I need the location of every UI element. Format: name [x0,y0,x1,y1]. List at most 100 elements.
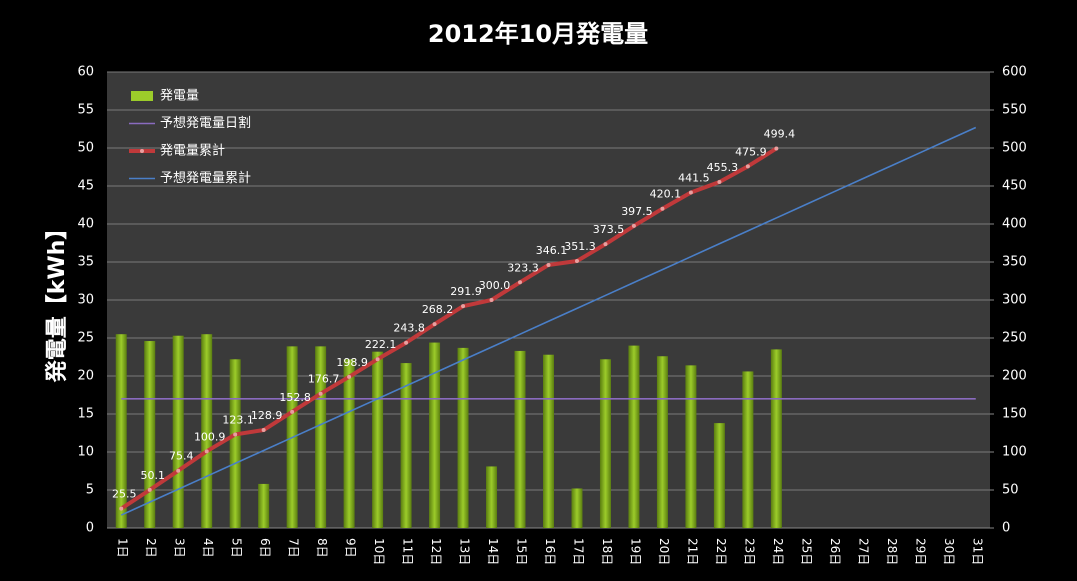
bar [258,483,270,528]
bar [115,334,127,528]
x-tick-label: 26日 [828,538,842,565]
x-tick-label: 15日 [515,538,529,565]
x-tick-label: 12日 [429,538,443,565]
x-tick-label: 3日 [173,538,187,558]
x-tick-label: 7日 [287,538,301,558]
bar [457,347,469,528]
marker [233,432,238,437]
marker [176,468,181,473]
legend-label: 予想発電量累計 [160,170,251,186]
x-tick-label: 30日 [942,538,956,565]
bar [172,335,184,528]
bar [429,342,441,528]
x-tick-label: 8日 [315,538,329,558]
marker [574,259,579,264]
marker [261,428,266,433]
data-label: 441.5 [678,171,710,184]
marker [318,391,323,396]
y-tick-label: 60 [77,65,94,80]
bar [656,356,668,528]
data-label: 268.2 [422,303,454,316]
x-tick-label: 23日 [742,538,756,565]
data-label: 152.8 [279,391,311,404]
bar [144,341,156,528]
x-tick-label: 5日 [230,538,244,558]
marker [461,304,466,309]
data-label: 176.7 [308,373,340,386]
bar [229,359,241,528]
x-tick-label: 4日 [201,538,215,558]
y2-tick-label: 500 [1002,141,1027,156]
marker [717,179,722,184]
x-tick-label: 27日 [856,538,870,565]
x-tick-label: 10日 [372,538,386,565]
x-tick-label: 19日 [628,538,642,565]
y2-tick-label: 200 [1002,369,1027,384]
y-tick-label: 0 [86,521,94,536]
y2-tick-label: 150 [1002,407,1027,422]
data-label: 351.3 [564,240,596,253]
data-label: 397.5 [621,205,653,218]
bar [343,359,355,528]
x-tick-label: 18日 [600,538,614,565]
bar [628,345,640,528]
bar [372,351,384,528]
marker [489,298,494,302]
x-tick-label: 20日 [657,538,671,565]
data-label: 420.1 [650,188,682,201]
marker [774,146,779,151]
bar [685,365,697,528]
x-tick-label: 6日 [258,538,272,558]
data-label: 50.1 [140,469,165,482]
bar [599,359,611,528]
marker [518,280,523,285]
bar [201,334,213,528]
data-label: 300.0 [479,279,511,292]
x-tick-label: 22日 [714,538,728,565]
data-label: 373.5 [593,223,625,236]
y-tick-label: 20 [77,369,94,384]
y-tick-label: 10 [77,445,94,460]
marker [546,262,551,267]
y-tick-label: 45 [77,179,94,194]
legend-marker [140,149,144,153]
y2-tick-label: 400 [1002,217,1027,232]
marker [404,340,409,345]
bar [770,349,782,528]
marker [375,357,380,362]
x-tick-label: 17日 [571,538,585,565]
x-tick-label: 2日 [144,538,158,558]
marker [688,190,693,195]
bar [400,363,412,528]
y-tick-label: 25 [77,331,94,346]
data-label: 198.9 [336,356,368,369]
y-axis-label: 発電量【kWh】 [45,218,70,384]
x-tick-label: 14日 [486,538,500,565]
legend-label: 発電量累計 [160,143,225,159]
y2-tick-label: 450 [1002,179,1027,194]
x-tick-label: 24日 [771,538,785,565]
bar [514,350,526,528]
bar [543,354,554,528]
marker [147,487,152,492]
data-label: 455.3 [707,161,739,174]
x-tick-label: 16日 [543,538,557,565]
data-label: 123.1 [222,413,254,426]
y-tick-label: 55 [77,103,94,118]
marker [119,506,124,511]
x-tick-label: 13日 [458,538,472,565]
data-label: 346.1 [536,244,568,257]
data-label: 323.3 [507,261,539,274]
bar [742,371,754,528]
x-tick-label: 25日 [799,538,813,565]
x-tick-label: 28日 [885,538,899,565]
y2-tick-label: 600 [1002,65,1027,80]
x-tick-label: 9日 [344,538,358,558]
marker [290,409,295,414]
y-tick-label: 15 [77,407,94,422]
data-label: 222.1 [365,338,397,351]
marker [204,449,209,454]
legend-swatch [131,91,153,101]
marker [603,242,608,247]
